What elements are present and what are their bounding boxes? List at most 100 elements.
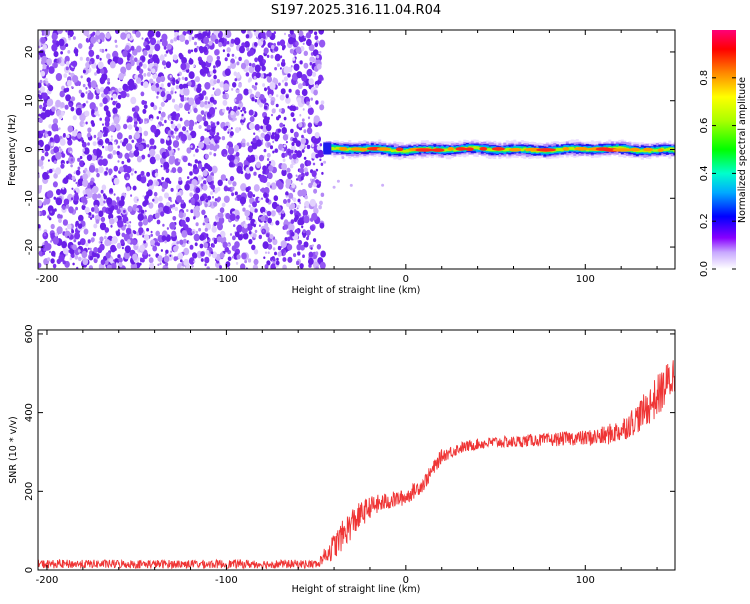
noise-blob	[128, 78, 135, 87]
noise-blob	[89, 42, 94, 48]
noise-blob	[302, 42, 305, 45]
noise-blob	[174, 131, 177, 135]
noise-blob	[183, 247, 190, 256]
signal-band	[323, 139, 675, 189]
noise-blob	[267, 251, 270, 254]
noise-blob	[90, 96, 93, 100]
noise-blob	[266, 76, 273, 83]
noise-blob	[59, 138, 66, 146]
noise-blob	[214, 139, 218, 144]
noise-blob	[93, 247, 98, 253]
noise-blob	[110, 135, 113, 138]
noise-blob	[115, 102, 121, 109]
noise-blob	[211, 165, 218, 174]
noise-blob	[280, 108, 286, 114]
noise-blob	[58, 218, 62, 224]
noise-blob	[42, 106, 46, 112]
noise-blob	[82, 258, 89, 266]
signal-segment	[663, 148, 667, 152]
noise-blob	[149, 262, 155, 269]
noise-blob	[133, 230, 137, 235]
noise-blob	[161, 235, 167, 242]
stray-dot	[332, 185, 336, 189]
noise-blob	[297, 83, 303, 90]
noise-blob	[247, 79, 251, 83]
noise-blob	[71, 67, 75, 72]
noise-blob	[229, 175, 235, 182]
noise-blob	[84, 206, 90, 214]
noise-blob	[67, 35, 71, 39]
noise-blob	[161, 181, 168, 190]
noise-blob	[264, 133, 271, 142]
noise-blob	[75, 107, 82, 116]
noise-blob	[268, 165, 274, 172]
noise-blob	[86, 154, 93, 162]
noise-blob	[215, 261, 221, 268]
noise-blob	[228, 123, 231, 126]
snr-y-axis: 0 200 400 600	[24, 324, 675, 573]
noise-blob	[102, 97, 108, 105]
noise-blob	[254, 113, 257, 117]
signal-segment	[558, 148, 562, 151]
signal-segment	[443, 148, 447, 152]
noise-blob	[293, 63, 300, 71]
noise-blob	[230, 110, 235, 116]
noise-blob	[246, 223, 253, 231]
noise-blob	[315, 179, 319, 184]
spectrogram-y-label: Frequency (Hz)	[7, 114, 18, 186]
noise-blob	[138, 227, 144, 234]
noise-blob	[280, 240, 287, 249]
noise-blob	[105, 48, 108, 52]
noise-blob	[131, 139, 135, 143]
noise-blob	[100, 189, 104, 194]
noise-blob	[50, 142, 54, 147]
signal-segment	[473, 146, 477, 149]
noise-blob	[43, 101, 48, 108]
noise-blob	[165, 168, 170, 173]
noise-blob	[142, 195, 145, 198]
noise-blob	[315, 84, 319, 89]
noise-blob	[157, 255, 163, 262]
noise-blob	[281, 210, 285, 215]
noise-blob	[83, 30, 90, 37]
noise-blob	[200, 110, 205, 115]
noise-blob	[195, 97, 201, 105]
noise-blob	[38, 54, 41, 60]
noise-blob	[303, 50, 308, 56]
noise-blob	[202, 46, 208, 53]
noise-blob	[266, 73, 269, 77]
colorbar-tick-label: 0.4	[699, 165, 710, 181]
noise-blob	[186, 227, 193, 236]
noise-blob	[42, 200, 47, 206]
noise-blob	[196, 114, 203, 123]
noise-blob	[100, 259, 106, 265]
noise-blob	[216, 186, 221, 192]
noise-blob	[112, 100, 116, 106]
noise-blob	[88, 215, 91, 219]
noise-blob	[262, 241, 269, 250]
noise-blob	[150, 124, 157, 133]
noise-blob	[134, 131, 141, 140]
noise-blob	[50, 258, 55, 264]
noise-blob	[78, 89, 82, 94]
noise-blob	[199, 243, 204, 249]
noise-blob	[123, 251, 130, 260]
noise-blob	[173, 256, 178, 262]
noise-blob	[230, 58, 235, 64]
noise-blob	[281, 249, 285, 253]
noise-blob	[181, 230, 188, 238]
noise-blob	[40, 155, 45, 161]
noise-blob	[152, 54, 159, 63]
noise-blob	[43, 80, 46, 84]
noise-blob	[268, 94, 272, 98]
noise-blob	[300, 137, 306, 145]
noise-blob	[316, 145, 321, 151]
noise-blob	[201, 209, 206, 216]
noise-blob	[41, 32, 45, 36]
noise-blob	[69, 257, 73, 261]
noise-blob	[146, 171, 151, 177]
signal-peak	[395, 147, 404, 152]
noise-blob	[267, 217, 272, 224]
noise-blob	[319, 104, 325, 111]
noise-blob	[59, 148, 63, 153]
